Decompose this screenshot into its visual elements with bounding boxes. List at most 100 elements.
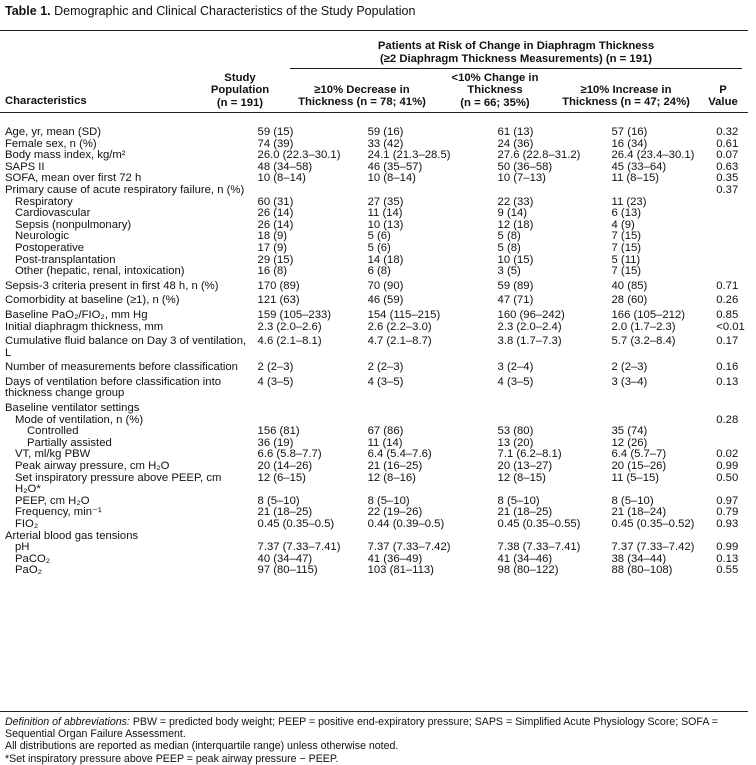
cell-decrease: 7.37 (7.33–7.42) <box>367 541 451 554</box>
cell-increase: 12 (26) <box>611 436 648 449</box>
header-change-l1: <10% Change in <box>451 72 539 84</box>
cell-increase: 21 (18–24) <box>611 506 667 519</box>
cell-increase: 6.4 (5.7–7) <box>611 448 667 461</box>
cell-p-value <box>708 400 756 415</box>
cell-increase: 3 (3–4) <box>611 375 648 388</box>
cell-increase: 8 (5–10) <box>611 494 654 507</box>
cell-change: 10 (15) <box>497 253 534 266</box>
cell-p-value <box>708 208 756 220</box>
cell-p-value: 0.37 <box>716 183 739 196</box>
cell-increase: 11 (23) <box>611 195 647 208</box>
cell-change: 47 (71) <box>497 294 534 307</box>
cell-change: 0.45 (0.35–0.55) <box>497 518 581 530</box>
cell-study: 16 (8) <box>257 265 288 278</box>
cell-p-value: 0.07 <box>716 149 739 162</box>
top-rule <box>0 30 748 31</box>
cell-p-value <box>708 266 756 278</box>
row-label: Primary cause of acute respiratory failu… <box>5 183 245 196</box>
cell-p-value: 0.71 <box>716 279 739 292</box>
cell-change: 3.8 (1.7–7.3) <box>497 335 562 348</box>
cell-study: 26 (14) <box>257 207 294 220</box>
cell-decrease: 8 (5–10) <box>367 494 410 507</box>
cell-increase: 0.45 (0.35–0.52) <box>611 518 695 530</box>
cell-p-value <box>708 197 756 209</box>
cell-increase: 45 (33–64) <box>611 160 667 173</box>
cell-change: 5 (8) <box>497 230 521 243</box>
table-row: Arterial blood gas tensions <box>5 530 756 543</box>
row-label: Post-transplantation <box>15 253 116 266</box>
header-decrease-l2: Thickness (n = 78; 41%) <box>298 96 426 109</box>
row-label: Controlled <box>27 425 79 438</box>
cell-study: 20 (14–26) <box>257 460 313 473</box>
cell-study: 7.37 (7.33–7.41) <box>257 541 341 554</box>
cell-change: 27.6 (22.8–31.2) <box>497 149 581 162</box>
row-label: Sepsis-3 criteria present in first 48 h,… <box>5 279 219 292</box>
cell-decrease: 0.44 (0.39–0.5) <box>367 518 445 530</box>
cell-increase: 7 (15) <box>611 230 642 243</box>
cell-increase: 2 (2–3) <box>611 361 648 374</box>
footnote-abbreviations: Definition of abbreviations: PBW = predi… <box>5 716 756 740</box>
cell-p-value: 0.32 <box>716 126 739 138</box>
row-label: Partially assisted <box>27 436 112 449</box>
cell-study: 26 (14) <box>257 218 294 231</box>
cell-study: 36 (19) <box>257 436 294 449</box>
table-row: Number of measurements before classifica… <box>5 359 756 374</box>
cell-decrease: 6.4 (5.4–7.6) <box>367 448 432 461</box>
cell-change: 160 (96–242) <box>497 308 565 321</box>
cell-p-value: 0.63 <box>716 160 739 173</box>
cell-change: 50 (36–58) <box>497 160 553 173</box>
header-change-l3: (n = 66; 35%) <box>460 96 530 109</box>
header-increase-l1: ≥10% Increase in <box>580 84 672 96</box>
cell-study: 2 (2–3) <box>257 361 294 374</box>
table-row: Mode of ventilation, n (%) 0.28 <box>5 414 756 427</box>
cell-study: 12 (6–15) <box>257 471 306 484</box>
row-label: FIO₂ <box>15 518 39 530</box>
cell-decrease: 14 (18) <box>367 253 404 266</box>
header-p-l2: Value <box>708 96 738 109</box>
group-header-line2: (≥2 Diaphragm Thickness Measurements) (n… <box>379 53 653 65</box>
cell-decrease: 12 (8–16) <box>367 471 416 484</box>
table-row: PEEP, cm H₂O 8 (5–10) 8 (5–10) 8 (5–10) 8 (5… <box>5 494 756 508</box>
cell-change: 53 (80) <box>497 425 534 438</box>
row-label: PaO₂ <box>15 564 42 577</box>
group-header-line1: Patients at Risk of Change in Diaphragm … <box>377 40 655 52</box>
header-decrease-l1: ≥10% Decrease in <box>314 84 410 96</box>
cell-decrease: 41 (36–49) <box>367 552 423 565</box>
cell-increase <box>594 185 709 197</box>
row-label: pH <box>15 541 30 554</box>
table-row: Days of ventilation before classificatio… <box>5 374 756 400</box>
cell-increase: 11 (8–15) <box>611 172 660 185</box>
table-row: SOFA, mean over first 72 h 10 (8–14) 10 (8… <box>5 173 756 185</box>
cell-decrease <box>346 415 472 427</box>
table-row: Peak airway pressure, cm H₂O 20 (14–26) 21… <box>5 460 756 473</box>
table-row: PaCO₂ 40 (34–47) 41 (36–49) 41 (34–46) 38 (3… <box>5 552 756 566</box>
cell-change: 5 (8) <box>497 241 521 254</box>
cell-study: 156 (81) <box>257 425 300 438</box>
cell-increase: 2.0 (1.7–2.3) <box>611 320 676 333</box>
row-label: Cardiovascular <box>15 207 91 220</box>
cell-p-value: <0.01 <box>716 320 745 333</box>
table-row: Controlled 156 (81) 67 (86) 53 (80) 35 (74) <box>5 426 756 438</box>
table-row: Baseline ventilator settings <box>5 400 756 415</box>
cell-decrease: 24.1 (21.3–28.5) <box>367 149 451 162</box>
cell-change: 13 (20) <box>497 436 534 449</box>
row-label: Frequency, min⁻¹ <box>15 506 102 519</box>
cell-increase: 38 (34–44) <box>611 552 667 565</box>
table-row: Set inspiratory pressure above PEEP, cm … <box>5 471 756 496</box>
cell-change: 9 (14) <box>497 207 528 220</box>
row-label: Sepsis (nonpulmonary) <box>15 218 132 231</box>
cell-change <box>472 400 594 415</box>
header-increase: ≥10% Increase in Thickness (n = 47; 24%) <box>556 84 696 109</box>
table-row: Sepsis-3 criteria present in first 48 h,… <box>5 278 756 293</box>
row-label: Comorbidity at baseline (≥1), n (%) <box>5 294 180 307</box>
cell-study: 4 (3–5) <box>257 375 294 388</box>
cell-study: 8 (5–10) <box>257 494 300 507</box>
header-characteristics: Characteristics <box>5 95 87 107</box>
footnote-abbr-lead: Definition of abbreviations: <box>5 716 130 728</box>
cell-change: 3 (5) <box>497 265 521 278</box>
cell-increase: 35 (74) <box>611 425 648 438</box>
cell-study: 18 (9) <box>257 230 288 243</box>
cell-increase: 7 (15) <box>611 241 642 254</box>
table-row: Postoperative 17 (9) 5 (6) 5 (8) 7 (15) <box>5 241 756 255</box>
cell-decrease: 154 (115–215) <box>367 308 441 321</box>
